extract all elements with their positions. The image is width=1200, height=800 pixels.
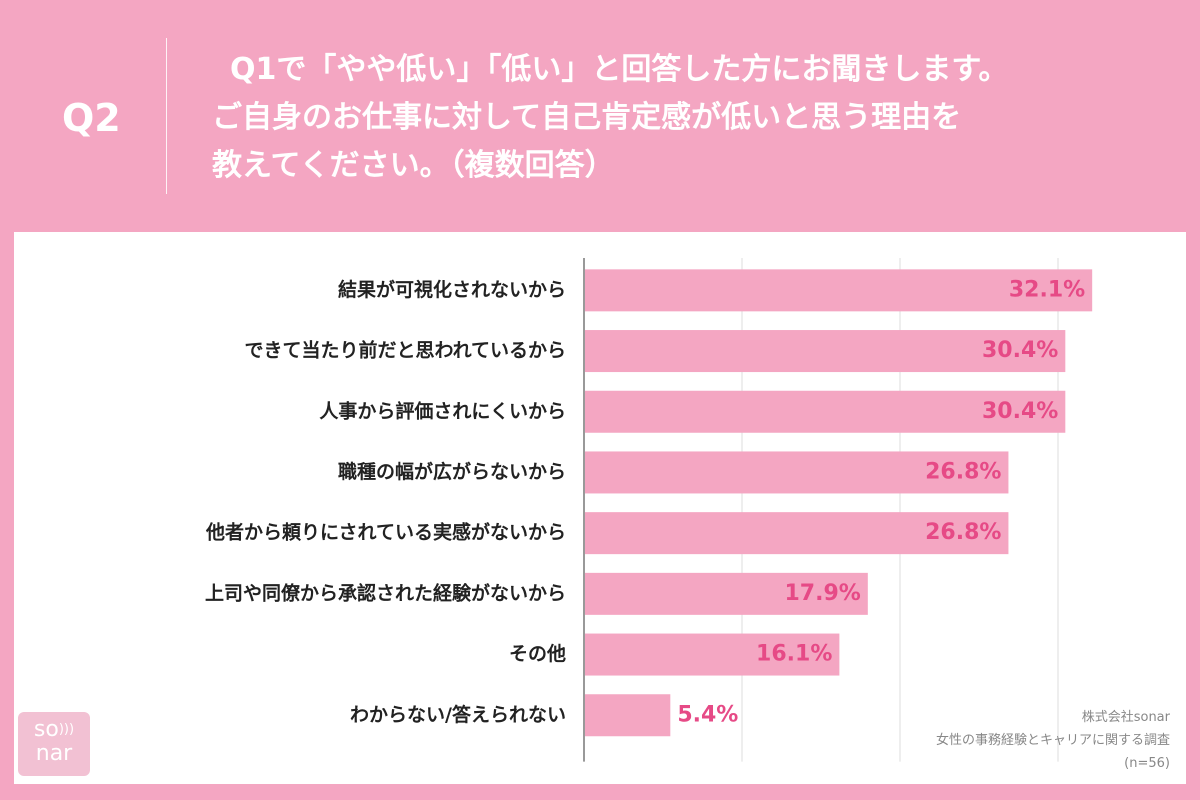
value-label: 32.1%: [1009, 277, 1085, 302]
source-company: 株式会社sonar: [1081, 710, 1170, 725]
category-label: わからない/答えられない: [350, 703, 566, 726]
source-note: 株式会社sonar 女性の事務経験とキャリアに関する調査 (n=56): [936, 706, 1170, 775]
sound-wave-icon: ))): [58, 722, 75, 737]
question-line-1: Q1で「やや低い」「低い」と回答した方にお聞きします。: [230, 52, 1009, 87]
question-line-3: 教えてください。（複数回答）: [212, 148, 615, 183]
header-divider: [166, 38, 167, 194]
value-label: 16.1%: [756, 642, 832, 667]
value-label: 26.8%: [925, 459, 1001, 484]
category-label: 人事から評価されにくいから: [319, 399, 566, 422]
category-label: 職種の幅が広がらないから: [338, 460, 566, 483]
value-label: 5.4%: [677, 702, 738, 727]
bar: [585, 390, 1066, 433]
value-label: 26.8%: [925, 520, 1001, 545]
logo-text-bottom: nar: [35, 741, 73, 766]
category-label: 結果が可視化されないから: [338, 278, 566, 301]
bar: [585, 512, 1009, 555]
value-label: 30.4%: [982, 399, 1058, 424]
question-header: Q2 Q1で「やや低い」「低い」と回答した方にお聞きします。 ご自身のお仕事に対…: [0, 0, 1200, 232]
bar: [585, 572, 868, 615]
bar: [585, 269, 1093, 312]
question-number: Q2: [62, 96, 121, 140]
category-label: 上司や同僚から承認された経験がないから: [205, 581, 566, 604]
question-line-2: ご自身のお仕事に対して自己肯定感が低いと思う理由を: [212, 100, 962, 135]
category-label: 他者から頼りにされている実感がないから: [205, 521, 566, 544]
source-survey: 女性の事務経験とキャリアに関する調査: [935, 733, 1170, 748]
chart-panel: 結果が可視化されないから 32.1% できて当たり前だと思われているから 30.4% 人…: [14, 232, 1186, 784]
logo-text-top: so: [33, 717, 59, 742]
bar: [585, 633, 840, 676]
source-sample: (n=56): [1124, 756, 1170, 771]
value-label: 30.4%: [982, 338, 1058, 363]
bar: [585, 451, 1009, 494]
sonar-logo: so))) nar: [18, 712, 90, 776]
question-text: Q1で「やや低い」「低い」と回答した方にお聞きします。 ご自身のお仕事に対して自…: [212, 46, 1172, 190]
bar: [585, 694, 671, 737]
category-label: その他: [509, 642, 566, 665]
value-label: 17.9%: [784, 581, 860, 606]
bar: [585, 330, 1066, 373]
bar-chart: 結果が可視化されないから 32.1% できて当たり前だと思われているから 30.4% 人…: [205, 258, 1093, 762]
category-label: できて当たり前だと思われているから: [245, 339, 566, 362]
